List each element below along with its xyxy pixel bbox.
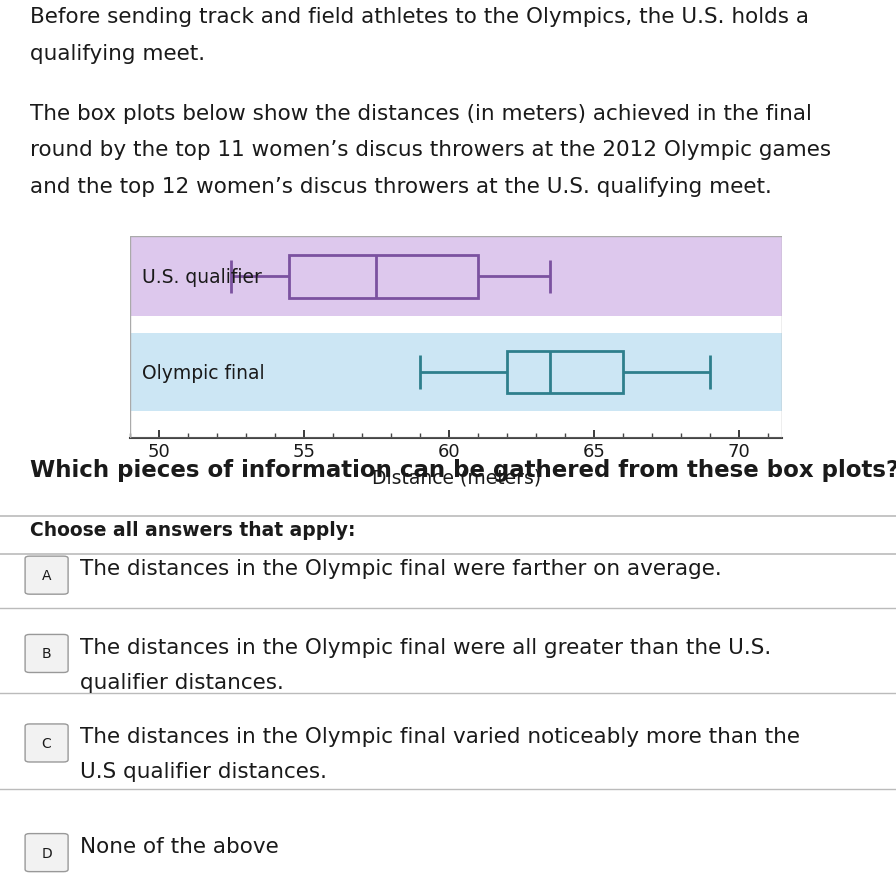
Text: Choose all answers that apply:: Choose all answers that apply: (30, 520, 355, 540)
Bar (130, 333, 782, 412)
Text: The distances in the Olympic final were all greater than the U.S.: The distances in the Olympic final were … (80, 637, 771, 657)
Text: Before sending track and field athletes to the Olympics, the U.S. holds a: Before sending track and field athletes … (30, 7, 808, 27)
Text: qualifying meet.: qualifying meet. (30, 44, 204, 63)
Text: U.S. qualifier: U.S. qualifier (142, 267, 262, 287)
Text: The distances in the Olympic final were farther on average.: The distances in the Olympic final were … (80, 559, 721, 578)
Text: U.S qualifier distances.: U.S qualifier distances. (80, 762, 327, 781)
FancyBboxPatch shape (25, 724, 68, 762)
Text: B: B (42, 646, 51, 661)
Text: D: D (41, 846, 52, 860)
Bar (507, 351, 623, 393)
Text: round by the top 11 women’s discus throwers at the 2012 Olympic games: round by the top 11 women’s discus throw… (30, 140, 831, 160)
Text: A: A (42, 569, 51, 583)
FancyBboxPatch shape (25, 635, 68, 673)
Bar (130, 238, 782, 316)
Text: Which pieces of information can be gathered from these box plots?: Which pieces of information can be gathe… (30, 458, 896, 481)
FancyBboxPatch shape (25, 833, 68, 872)
Text: None of the above: None of the above (80, 836, 279, 856)
Bar (289, 256, 478, 299)
Text: C: C (42, 736, 51, 750)
Text: qualifier distances.: qualifier distances. (80, 672, 284, 692)
Text: The distances in the Olympic final varied noticeably more than the: The distances in the Olympic final varie… (80, 726, 800, 746)
Text: Olympic final: Olympic final (142, 363, 264, 382)
FancyBboxPatch shape (25, 556, 68, 595)
X-axis label: Distance (meters): Distance (meters) (372, 468, 540, 487)
Text: The box plots below show the distances (in meters) achieved in the final: The box plots below show the distances (… (30, 104, 812, 123)
Text: and the top 12 women’s discus throwers at the U.S. qualifying meet.: and the top 12 women’s discus throwers a… (30, 177, 771, 197)
